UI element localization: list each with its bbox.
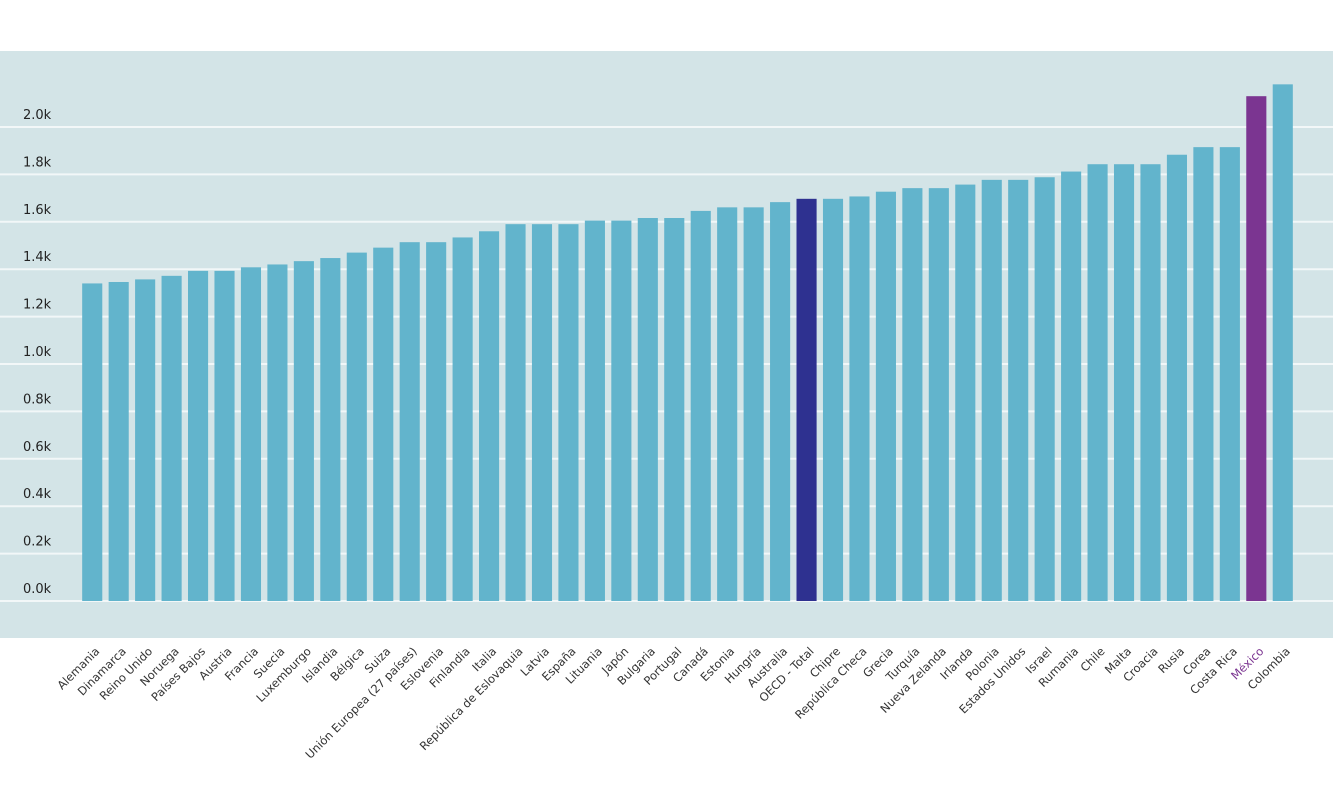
y-tick-label: 0.6k	[23, 440, 52, 455]
bar[interactable]	[135, 279, 156, 601]
bar[interactable]	[1193, 147, 1214, 601]
y-axis-tick-labels: 0.0k 0.2k 0.4k 0.6k 0.8k 1.0k 1.2k 1.4k 1.6k 1.8k…	[23, 108, 52, 597]
y-tick-label: 0.0k	[23, 582, 52, 597]
y-tick-label: 0.4k	[23, 487, 52, 502]
y-tick-label: 1.0k	[23, 345, 52, 360]
bar[interactable]	[1087, 164, 1108, 602]
bar[interactable]	[399, 242, 420, 601]
x-category-label: Chile	[1077, 644, 1107, 674]
bar[interactable]	[479, 231, 500, 601]
bar[interactable]	[1246, 96, 1267, 601]
bar[interactable]	[452, 237, 473, 601]
bar[interactable]	[902, 188, 923, 601]
bar[interactable]	[426, 242, 447, 601]
bar[interactable]	[849, 196, 870, 602]
bar[interactable]	[1008, 179, 1029, 601]
bar[interactable]	[82, 283, 103, 601]
bar[interactable]	[373, 247, 394, 601]
y-tick-label: 2.0k	[23, 108, 52, 123]
bar[interactable]	[240, 267, 262, 601]
bar[interactable]	[611, 220, 632, 602]
bar[interactable]	[955, 184, 976, 601]
bar[interactable]	[637, 218, 658, 601]
bar[interactable]	[558, 224, 579, 602]
bar[interactable]	[505, 224, 526, 602]
bar[interactable]	[770, 202, 791, 601]
bar[interactable]	[346, 252, 367, 602]
y-tick-label: 1.4k	[23, 250, 52, 265]
bar[interactable]	[1219, 147, 1240, 601]
bar[interactable]	[1166, 154, 1187, 601]
bar[interactable]	[717, 207, 738, 601]
bar[interactable]	[320, 258, 341, 601]
bar[interactable]	[690, 210, 711, 601]
bar[interactable]	[743, 207, 764, 601]
bar[interactable]	[822, 198, 844, 601]
y-tick-label: 1.2k	[23, 298, 52, 313]
bar[interactable]	[1061, 171, 1082, 601]
bar[interactable]	[214, 270, 235, 601]
bar[interactable]	[1140, 164, 1161, 602]
bar[interactable]	[796, 198, 817, 601]
bar[interactable]	[584, 220, 605, 602]
bar[interactable]	[267, 264, 288, 601]
bar[interactable]	[664, 218, 685, 601]
y-tick-label: 0.2k	[23, 535, 52, 550]
bar[interactable]	[928, 188, 949, 601]
y-tick-label: 0.8k	[23, 392, 52, 407]
bars	[82, 84, 1293, 602]
bar[interactable]	[1034, 177, 1055, 601]
y-tick-label: 1.8k	[23, 155, 52, 170]
y-tick-label: 1.6k	[23, 203, 52, 218]
bar[interactable]	[293, 261, 314, 601]
bar[interactable]	[1272, 84, 1293, 602]
bar[interactable]	[108, 281, 129, 601]
bar[interactable]	[161, 275, 182, 601]
bar[interactable]	[981, 179, 1002, 601]
bar[interactable]	[1113, 164, 1135, 602]
bar[interactable]	[531, 224, 553, 602]
bar[interactable]	[875, 191, 896, 602]
bar[interactable]	[188, 270, 209, 601]
